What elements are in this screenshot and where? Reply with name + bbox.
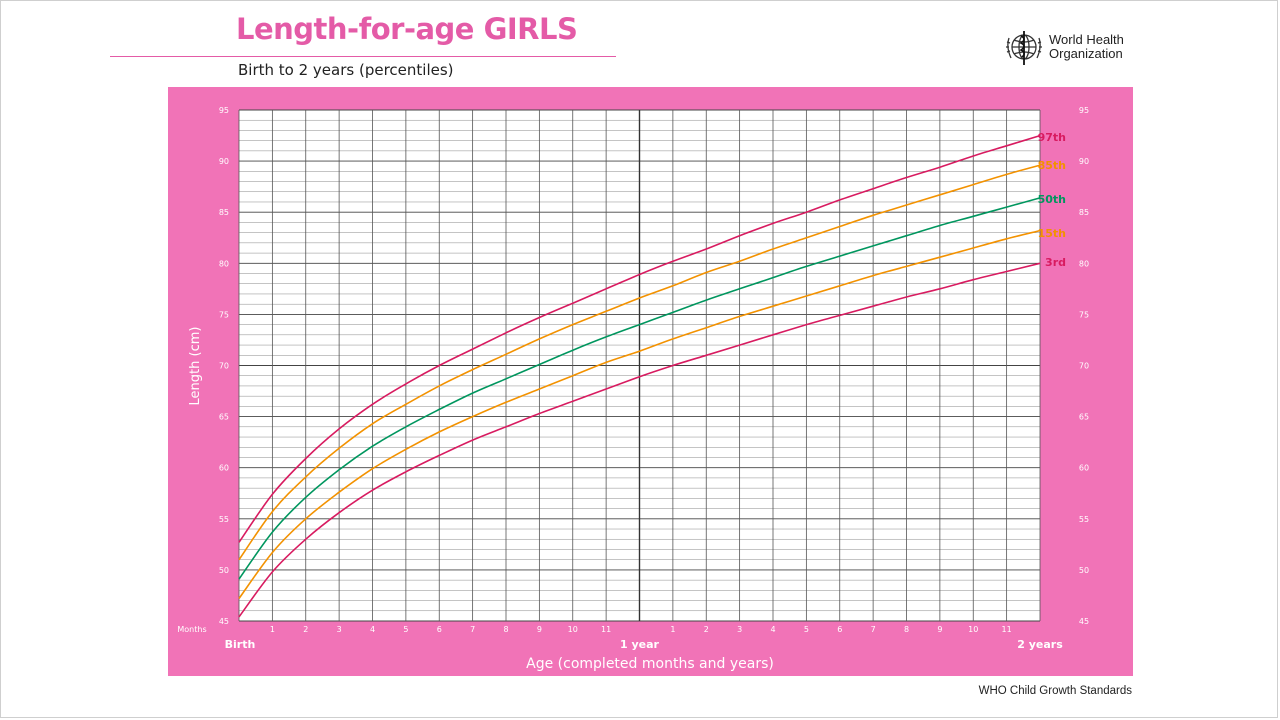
y-tick-left: 90	[219, 157, 229, 166]
y-tick-left: 65	[219, 413, 229, 422]
months-label: Months	[177, 625, 206, 634]
y-tick-left: 95	[219, 106, 229, 115]
series-labels: 97th 85th 50th 15th 3rd	[1038, 131, 1066, 269]
x-tick-month: 11	[1002, 625, 1012, 634]
y-tick-right: 65	[1079, 413, 1089, 422]
title-divider	[110, 56, 616, 57]
y-tick-right: 90	[1079, 157, 1089, 166]
series-label-50th: 50th	[1038, 193, 1066, 206]
series-label-97th: 97th	[1038, 131, 1066, 144]
y-tick-right: 55	[1079, 515, 1089, 524]
y-tick-right: 50	[1079, 566, 1089, 575]
percentile-line-50th	[238, 197, 1041, 580]
y-tick-right: 70	[1079, 362, 1089, 371]
x-axis-label: Age (completed months and years)	[526, 656, 774, 672]
grid-lines	[238, 109, 1041, 622]
series-label-85th: 85th	[1038, 159, 1066, 172]
who-name-line2: Organization	[1049, 46, 1123, 61]
series-label-15th: 15th	[1038, 227, 1066, 240]
x-tick-month: 10	[568, 625, 578, 634]
y-tick-right: 95	[1079, 106, 1089, 115]
x-tick-month: 1	[270, 625, 275, 634]
y-tick-left: 55	[219, 515, 229, 524]
who-logo: World Health Organization	[1003, 28, 1124, 66]
footer-source: WHO Child Growth Standards	[978, 685, 1132, 697]
y-axis-label: Length (cm)	[188, 327, 203, 406]
x-tick-month: 5	[804, 625, 809, 634]
y-tick-left: 75	[219, 310, 229, 319]
x-tick-month: 9	[937, 625, 942, 634]
x-tick-month: 6	[437, 625, 442, 634]
percentile-curves	[238, 134, 1041, 618]
y-tick-right: 85	[1079, 208, 1089, 217]
x-tick-major: 1 year	[620, 638, 660, 651]
x-tick-month: 9	[537, 625, 542, 634]
page-title: Length-for-age GIRLS	[236, 12, 578, 46]
x-tick-month: 3	[737, 625, 742, 634]
x-tick-month: 2	[303, 625, 308, 634]
x-tick-month: 10	[968, 625, 978, 634]
who-emblem-icon	[1006, 31, 1042, 65]
x-tick-month: 2	[704, 625, 709, 634]
y-tick-left: 70	[219, 362, 229, 371]
percentile-line-15th	[238, 229, 1041, 599]
x-tick-month: 1	[670, 625, 675, 634]
y-tick-left: 50	[219, 566, 229, 575]
x-tick-month: 3	[337, 625, 342, 634]
percentile-line-3rd	[238, 262, 1041, 618]
x-tick-month: 7	[871, 625, 876, 634]
y-tick-left: 60	[219, 464, 229, 473]
y-tick-right: 45	[1079, 617, 1089, 626]
x-tick-month: 6	[837, 625, 842, 634]
y-tick-left: 80	[219, 259, 229, 268]
percentile-line-85th	[238, 164, 1041, 561]
page-subtitle: Birth to 2 years (percentiles)	[238, 61, 454, 79]
x-tick-month: 8	[503, 625, 508, 634]
x-tick-month: 4	[770, 625, 775, 634]
x-tick-month: 11	[601, 625, 611, 634]
y-tick-right: 75	[1079, 310, 1089, 319]
x-tick-month: 8	[904, 625, 909, 634]
who-name-line1: World Health	[1049, 32, 1124, 47]
percentile-line-97th	[238, 134, 1041, 543]
x-tick-month: 7	[470, 625, 475, 634]
x-tick-major: 2 years	[1017, 638, 1063, 651]
x-tick-month: 5	[403, 625, 408, 634]
y-tick-right: 80	[1079, 259, 1089, 268]
x-tick-month: 4	[370, 625, 375, 634]
y-tick-left: 45	[219, 617, 229, 626]
x-tick-major: Birth	[225, 638, 256, 651]
y-tick-left: 85	[219, 208, 229, 217]
series-label-3rd: 3rd	[1045, 256, 1066, 269]
y-tick-right: 60	[1079, 464, 1089, 473]
